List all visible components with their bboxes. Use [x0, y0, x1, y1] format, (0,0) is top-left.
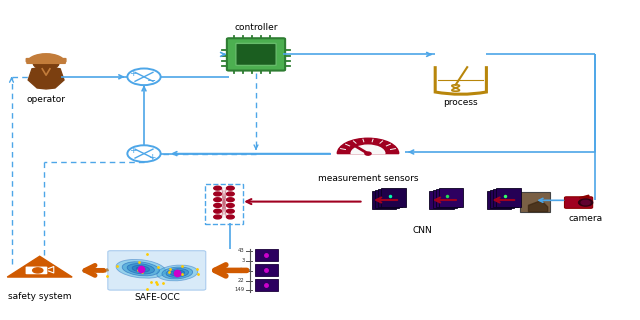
Text: 43: 43 [238, 248, 244, 253]
FancyBboxPatch shape [26, 267, 47, 274]
Text: 1: 1 [241, 268, 244, 274]
Wedge shape [337, 138, 399, 154]
Text: 22: 22 [237, 278, 244, 283]
FancyBboxPatch shape [255, 279, 278, 291]
Ellipse shape [166, 268, 189, 277]
Text: operator: operator [27, 95, 65, 104]
FancyBboxPatch shape [227, 38, 285, 70]
FancyBboxPatch shape [255, 249, 278, 261]
FancyBboxPatch shape [493, 189, 518, 207]
Circle shape [579, 199, 593, 206]
Circle shape [33, 57, 59, 70]
Text: −: − [147, 76, 156, 86]
Circle shape [214, 186, 221, 190]
Ellipse shape [127, 264, 154, 274]
Ellipse shape [122, 262, 159, 276]
Circle shape [227, 198, 234, 202]
Wedge shape [351, 145, 385, 154]
Text: +: + [129, 69, 136, 78]
FancyBboxPatch shape [372, 191, 396, 209]
Circle shape [227, 192, 234, 196]
FancyBboxPatch shape [439, 188, 463, 207]
FancyBboxPatch shape [381, 188, 406, 207]
Ellipse shape [132, 266, 150, 272]
FancyBboxPatch shape [490, 190, 515, 208]
Text: 3: 3 [241, 258, 244, 263]
FancyBboxPatch shape [487, 191, 511, 209]
Text: measurement sensors: measurement sensors [317, 174, 419, 183]
Polygon shape [579, 195, 589, 198]
FancyBboxPatch shape [436, 189, 460, 207]
Circle shape [214, 192, 221, 196]
Text: CNN: CNN [413, 226, 432, 235]
FancyBboxPatch shape [26, 59, 66, 62]
Text: safety system: safety system [8, 292, 72, 301]
FancyBboxPatch shape [564, 197, 593, 208]
Text: +: + [129, 146, 136, 155]
Ellipse shape [173, 272, 181, 274]
FancyBboxPatch shape [375, 190, 399, 208]
Circle shape [581, 200, 590, 205]
Polygon shape [28, 68, 64, 89]
Circle shape [33, 268, 43, 273]
Text: 149: 149 [234, 287, 244, 292]
FancyBboxPatch shape [429, 191, 454, 209]
Circle shape [214, 198, 221, 202]
Polygon shape [7, 256, 72, 277]
Circle shape [214, 215, 221, 219]
FancyBboxPatch shape [236, 43, 276, 65]
FancyBboxPatch shape [108, 251, 206, 290]
Text: SAFE-OCC: SAFE-OCC [134, 292, 180, 302]
Circle shape [227, 186, 234, 190]
Text: process: process [444, 98, 478, 107]
FancyBboxPatch shape [433, 190, 457, 208]
Circle shape [227, 204, 234, 207]
Circle shape [365, 152, 371, 155]
FancyBboxPatch shape [378, 189, 403, 207]
Ellipse shape [162, 267, 193, 279]
FancyBboxPatch shape [497, 188, 521, 207]
Circle shape [227, 215, 234, 219]
Circle shape [227, 209, 234, 213]
Text: camera: camera [568, 214, 603, 223]
Ellipse shape [136, 267, 145, 270]
Ellipse shape [170, 270, 184, 276]
Wedge shape [27, 54, 65, 63]
Ellipse shape [157, 265, 198, 281]
FancyBboxPatch shape [255, 264, 278, 276]
Circle shape [214, 209, 221, 213]
Ellipse shape [116, 260, 166, 278]
Circle shape [214, 204, 221, 207]
FancyBboxPatch shape [520, 192, 550, 212]
Text: +: + [148, 153, 156, 162]
Text: controller: controller [234, 23, 278, 32]
